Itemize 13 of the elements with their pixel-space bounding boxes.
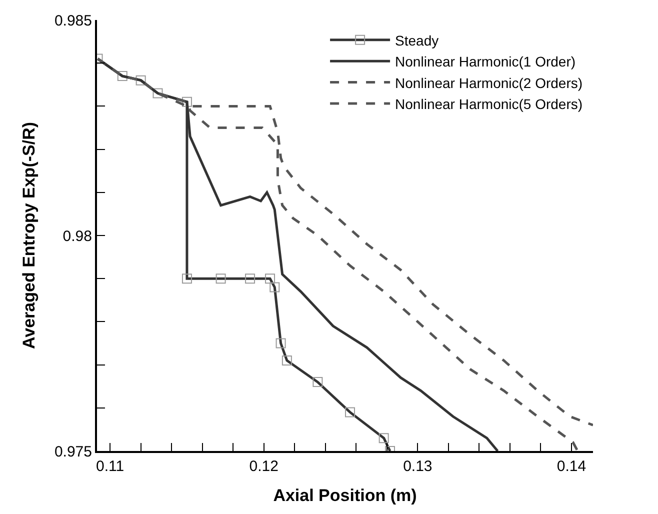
legend-label: Nonlinear Harmonic(5 Orders)	[395, 96, 583, 112]
x-tick-label: 0.13	[403, 458, 432, 475]
y-tick-label: 0.985	[54, 12, 92, 30]
x-tick-label: 0.11	[96, 458, 124, 475]
legend-label: Nonlinear Harmonic(1 Order)	[395, 54, 576, 70]
y-tick-label: 0.98	[62, 228, 92, 245]
x-axis-title: Axial Position (m)	[273, 486, 417, 505]
legend-label: Steady	[395, 32, 439, 48]
x-tick-label: 0.14	[556, 458, 586, 475]
y-tick-label: 0.975	[54, 443, 92, 460]
x-tick-label: 0.12	[249, 458, 278, 475]
y-axis-title: Averaged Entropy Exp(-S/R)	[20, 122, 39, 350]
legend-label: Nonlinear Harmonic(2 Orders)	[395, 74, 583, 91]
